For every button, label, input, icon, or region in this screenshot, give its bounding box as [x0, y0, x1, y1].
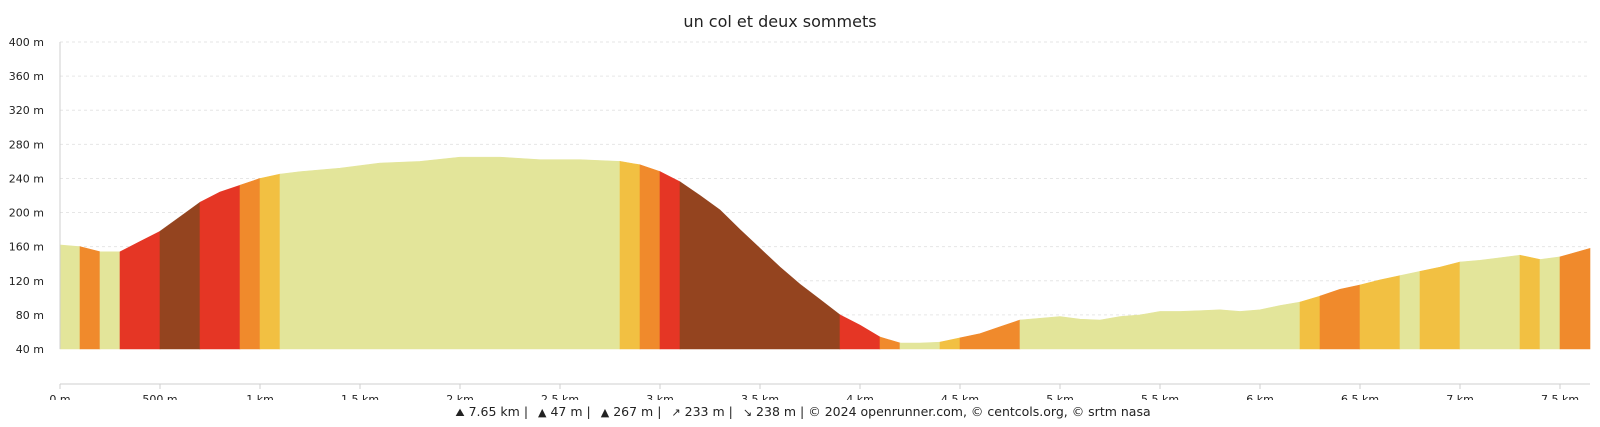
profile-segment — [679, 181, 841, 350]
chart-canvas: un col et deux sommets 40 m 80 m 120 m 160 … — [9, 12, 1591, 400]
x-tick-label: 3.5 km — [741, 393, 779, 400]
y-tick-label: 80 m — [16, 309, 44, 322]
profile-segment — [899, 341, 941, 350]
x-tick-label: 5.5 km — [1141, 393, 1179, 400]
distance-value: 7.65 km — [468, 404, 520, 419]
profile-segment — [59, 244, 81, 350]
profile-segment — [1319, 284, 1361, 350]
profile-segment — [1019, 301, 1301, 350]
profile-segment — [99, 251, 121, 350]
profile-segment — [879, 336, 901, 350]
mountain-high-icon: ▲ — [600, 406, 610, 419]
mountain-low-icon: ▲ — [538, 406, 547, 419]
profile-segment — [279, 156, 621, 350]
ascent-icon: ↗ — [671, 406, 681, 419]
x-tick-label: 5 km — [1046, 393, 1074, 400]
x-tick-label: 7 km — [1446, 393, 1474, 400]
x-tick-label: 2.5 km — [541, 393, 579, 400]
y-tick-label: 200 m — [9, 207, 44, 220]
max-elevation-value: 267 m — [613, 404, 654, 419]
elevation-loss-value: 238 m — [756, 404, 797, 419]
separator: | — [657, 404, 662, 419]
x-tick-label: 1 km — [246, 393, 274, 400]
profile-segment — [619, 161, 641, 350]
profile-segment — [1359, 275, 1401, 350]
x-tick-label: 6 km — [1246, 393, 1274, 400]
separator: | — [800, 404, 805, 419]
x-tick-label: 2 km — [446, 393, 474, 400]
profile-segment — [1559, 247, 1591, 350]
profile-segment — [1519, 254, 1541, 350]
profile-segment — [959, 319, 1021, 350]
y-tick-label: 160 m — [9, 241, 44, 254]
profile-segment — [939, 337, 961, 350]
profile-segment — [639, 164, 661, 350]
descent-icon: ↘ — [742, 406, 753, 419]
min-elevation-value: 47 m — [550, 404, 583, 419]
separator: | — [523, 404, 529, 419]
x-tick-label: 0 m — [49, 393, 70, 400]
x-tick-label: 500 m — [142, 393, 177, 400]
x-tick-label: 1.5 km — [341, 393, 379, 400]
credits-text: © 2024 openrunner.com, © centcols.org, ©… — [808, 404, 1151, 419]
x-tick-label: 4 km — [846, 393, 874, 400]
profile-segment — [839, 314, 881, 350]
separator: | — [728, 404, 733, 419]
elevation-gain-value: 233 m — [684, 404, 725, 419]
y-tick-label: 120 m — [9, 275, 44, 288]
profile-segment — [239, 178, 261, 350]
x-tick-label: 6.5 km — [1341, 393, 1379, 400]
route-stats-footer: ⛰ 7.65 km | ▲ 47 m | ▲ 267 m | ↗ 233 m | ↘ 23… — [0, 404, 1600, 420]
y-tick-label: 400 m — [9, 36, 44, 49]
x-tick-label: 7.5 km — [1541, 393, 1579, 400]
profile-area-layer — [59, 156, 1591, 350]
profile-segment — [119, 230, 161, 350]
profile-segment — [159, 201, 201, 350]
x-tick-label: 4.5 km — [941, 393, 979, 400]
y-tick-label: 40 m — [16, 343, 44, 356]
chart-title: un col et deux sommets — [683, 12, 876, 31]
hiker-icon: ⛰ — [455, 406, 465, 419]
y-tick-label: 320 m — [9, 104, 44, 117]
y-tick-label: 280 m — [9, 138, 44, 151]
y-tick-label: 360 m — [9, 70, 44, 83]
profile-segment — [79, 246, 101, 350]
profile-segment — [1539, 256, 1561, 350]
profile-segment — [259, 173, 281, 350]
profile-segment — [1419, 261, 1461, 350]
profile-segment — [199, 184, 241, 350]
profile-segment — [1299, 295, 1321, 350]
x-tick-label: 3 km — [646, 393, 674, 400]
profile-segment — [1459, 254, 1521, 350]
profile-segment — [659, 171, 681, 350]
profile-segment — [1399, 271, 1421, 350]
y-tick-label: 240 m — [9, 172, 44, 185]
separator: | — [586, 404, 591, 419]
axis-layer: 40 m 80 m 120 m 160 m 200 m 240 m 280 m 320 m 36… — [9, 36, 1590, 400]
